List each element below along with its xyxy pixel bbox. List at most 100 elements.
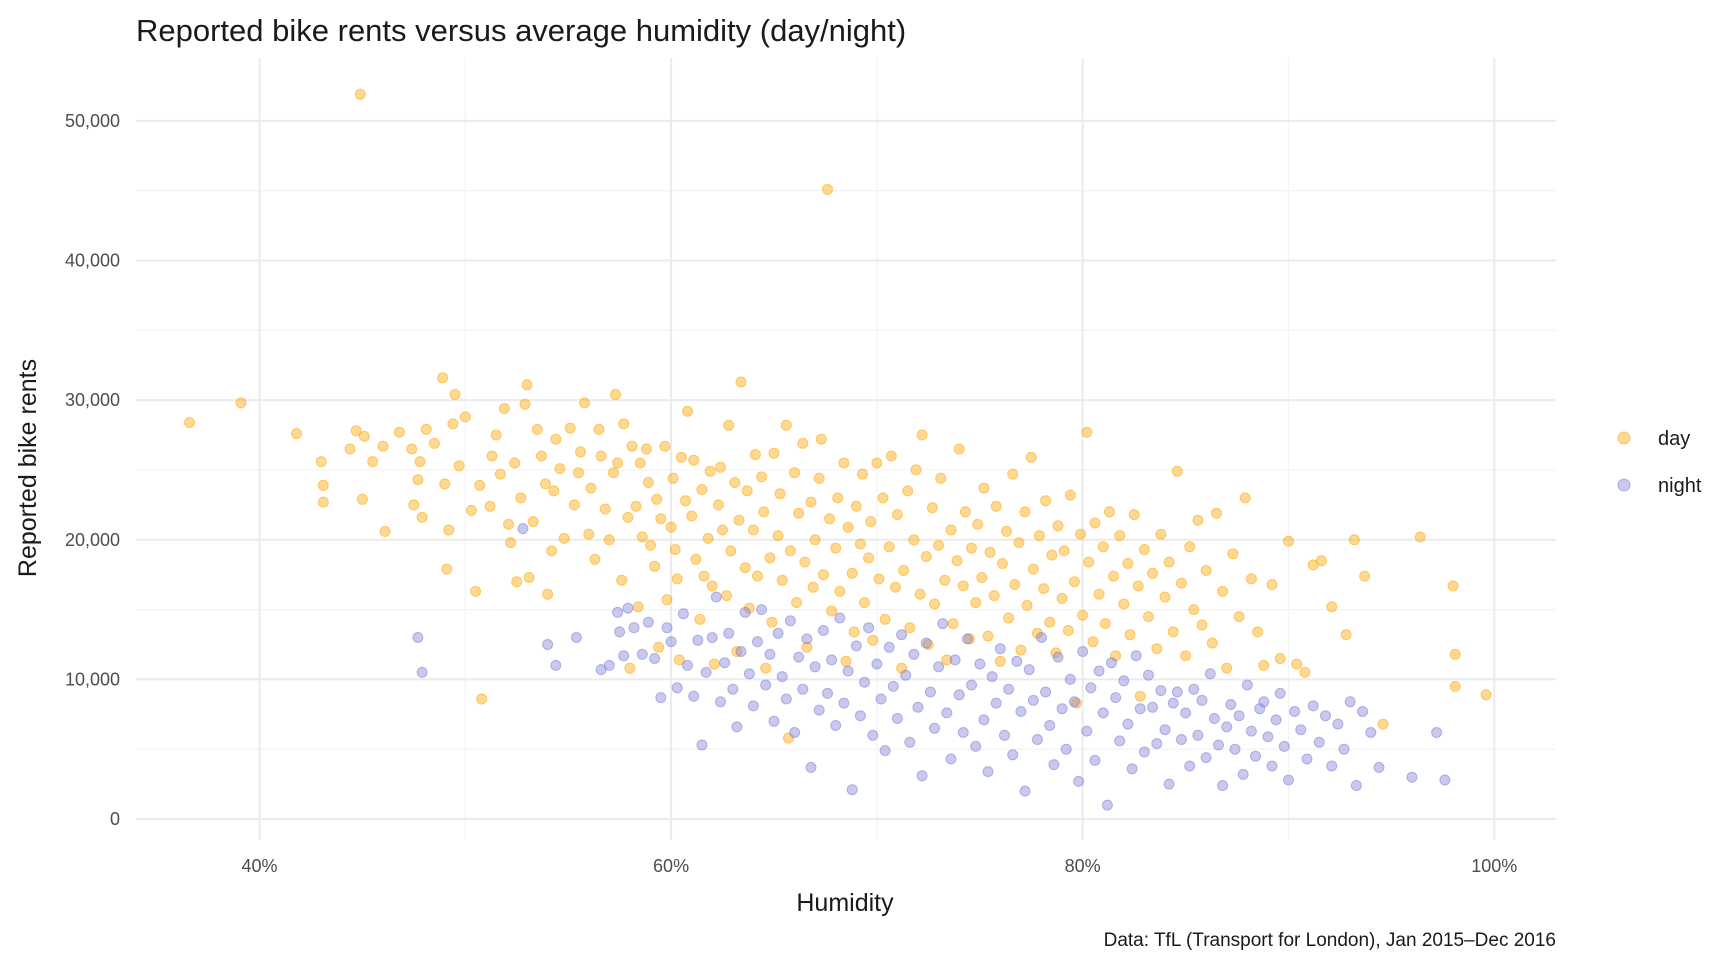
day-point (636, 531, 648, 543)
night-point (871, 658, 883, 670)
day-point (624, 662, 636, 674)
night-point (1110, 692, 1122, 704)
day-point (1097, 541, 1109, 553)
y-tick-label: 10,000 (65, 669, 120, 689)
day-point (857, 468, 868, 480)
x-tick-label: 80% (1065, 856, 1101, 876)
night-point (1138, 746, 1150, 758)
day-point (235, 397, 247, 409)
day-point (344, 443, 356, 455)
night-point (1015, 706, 1027, 717)
day-point (1075, 528, 1087, 540)
night-point (1431, 727, 1443, 738)
y-axis-ticks: 0 10,000 20,000 30,000 40,000 50,000 (65, 111, 120, 829)
day-point (760, 662, 772, 674)
night-point (974, 658, 986, 670)
night-point (933, 661, 945, 673)
day-point (1114, 530, 1126, 542)
day-point (741, 485, 753, 497)
day-point (797, 437, 809, 449)
night-point (1188, 683, 1200, 695)
night-point (916, 770, 928, 782)
day-point (476, 693, 488, 705)
day-point (1052, 520, 1064, 532)
day-point (1221, 662, 1233, 674)
night-point (776, 671, 788, 683)
night-point (834, 612, 846, 624)
y-tick-label: 40,000 (65, 250, 120, 270)
day-point (694, 613, 706, 625)
day-point (490, 429, 502, 441)
day-point (970, 597, 982, 609)
night-point (739, 606, 751, 618)
night-point (1052, 651, 1064, 663)
day-point (916, 429, 928, 441)
night-point (1221, 721, 1233, 733)
night-point (1357, 706, 1369, 717)
day-point (688, 454, 700, 466)
night-point (838, 697, 850, 709)
day-point (573, 467, 584, 479)
night-point (1159, 724, 1171, 736)
day-point (393, 426, 405, 438)
day-point (780, 419, 792, 431)
day-point (1315, 555, 1327, 567)
day-point (708, 658, 720, 670)
night-point (986, 671, 998, 683)
day-point (791, 597, 803, 609)
night-point (1326, 760, 1338, 772)
night-point (1122, 718, 1134, 730)
y-tick-label: 30,000 (65, 390, 120, 410)
day-point (1089, 517, 1101, 529)
day-point (749, 449, 761, 461)
day-point (521, 379, 533, 391)
night-point (994, 643, 1006, 655)
day-point (640, 443, 652, 455)
series-night (412, 523, 1451, 811)
day-point (1103, 506, 1115, 518)
day-point (1252, 626, 1264, 638)
day-point (1258, 659, 1270, 671)
day-point (1227, 548, 1239, 560)
night-point (896, 629, 908, 641)
night-point (780, 693, 792, 705)
day-point (752, 570, 763, 582)
day-point (1013, 537, 1025, 549)
day-point (550, 433, 562, 445)
day-point (447, 418, 459, 430)
night-point (867, 729, 879, 741)
day-point (840, 655, 852, 667)
day-point (379, 525, 391, 537)
chart-title: Reported bike rents versus average humid… (136, 13, 906, 48)
night-point (696, 739, 708, 751)
night-point (789, 727, 801, 738)
night-point (682, 659, 693, 671)
night-point (1250, 750, 1261, 762)
night-point (768, 715, 780, 727)
day-point (1132, 580, 1144, 592)
chart-caption: Data: TfL (Transport for London), Jan 20… (1104, 930, 1556, 951)
day-point (817, 569, 829, 581)
day-point (799, 556, 811, 568)
night-point (1233, 710, 1245, 722)
day-point (651, 493, 663, 505)
day-point (982, 630, 994, 642)
day-point (414, 456, 426, 468)
day-point (776, 574, 788, 586)
day-point (914, 588, 926, 600)
x-axis-title: Humidity (796, 889, 894, 917)
day-point (801, 641, 813, 653)
day-point (1147, 567, 1159, 579)
day-point (846, 567, 858, 579)
day-point (756, 471, 768, 483)
night-point (677, 608, 689, 620)
day-point (671, 573, 683, 585)
day-point (315, 456, 327, 468)
day-point (807, 581, 819, 593)
day-point (449, 389, 461, 400)
night-point (550, 659, 562, 671)
night-point (1332, 718, 1344, 730)
day-point (863, 552, 875, 564)
night-point (614, 626, 626, 638)
night-point (1163, 778, 1175, 790)
